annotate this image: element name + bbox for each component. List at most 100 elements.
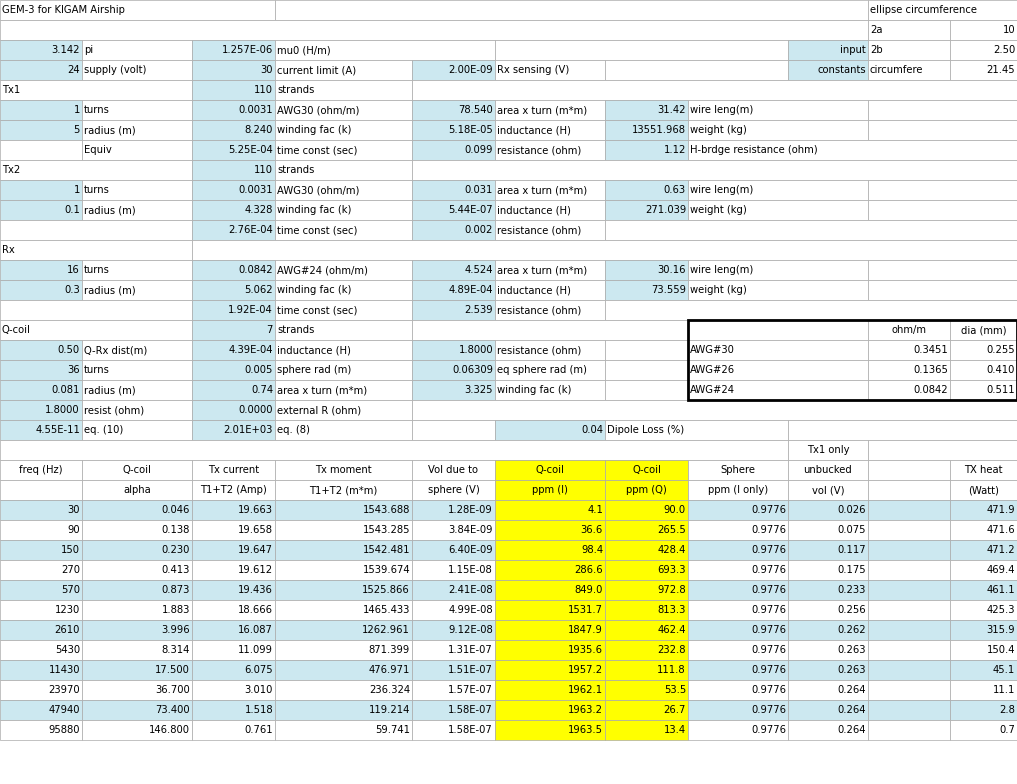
Bar — [192, 520, 275, 540]
Bar — [412, 680, 495, 700]
Bar — [275, 220, 412, 240]
Bar — [605, 140, 687, 160]
Bar — [412, 60, 495, 80]
Bar — [412, 200, 495, 220]
Text: area x turn (m*m): area x turn (m*m) — [497, 105, 587, 115]
Bar — [868, 660, 950, 680]
Text: 0.262: 0.262 — [837, 625, 866, 635]
Text: 3.996: 3.996 — [162, 625, 190, 635]
Text: 1543.285: 1543.285 — [362, 525, 410, 535]
Bar — [0, 400, 82, 420]
Bar — [0, 460, 82, 480]
Bar — [495, 100, 605, 120]
Bar — [412, 260, 495, 280]
Text: 78.540: 78.540 — [459, 105, 493, 115]
Bar — [0, 120, 82, 140]
Text: 4.39E-04: 4.39E-04 — [229, 345, 273, 355]
Bar — [950, 480, 1017, 500]
Bar — [868, 680, 950, 700]
Bar — [950, 520, 1017, 540]
Bar — [605, 200, 687, 220]
Bar — [82, 420, 192, 440]
Text: 5.18E-05: 5.18E-05 — [448, 125, 493, 135]
Bar — [605, 60, 788, 80]
Bar — [868, 280, 1017, 300]
Bar — [868, 700, 950, 720]
Bar — [412, 160, 1017, 180]
Text: external R (ohm): external R (ohm) — [277, 405, 361, 415]
Bar — [495, 580, 605, 600]
Bar — [82, 520, 192, 540]
Text: 1: 1 — [73, 185, 80, 195]
Text: winding fac (k): winding fac (k) — [277, 285, 352, 295]
Bar — [788, 560, 868, 580]
Bar — [687, 580, 788, 600]
Text: AWG#24: AWG#24 — [690, 385, 735, 395]
Text: 0.1365: 0.1365 — [913, 365, 948, 375]
Bar — [412, 300, 495, 320]
Text: 0.9776: 0.9776 — [751, 545, 786, 555]
Text: turns: turns — [84, 265, 110, 275]
Bar — [192, 400, 275, 420]
Bar — [687, 600, 788, 620]
Bar — [605, 220, 1017, 240]
Text: 0.026: 0.026 — [838, 505, 866, 515]
Text: 19.663: 19.663 — [238, 505, 273, 515]
Bar — [0, 540, 82, 560]
Text: pi: pi — [84, 45, 94, 55]
Text: 0.63: 0.63 — [664, 185, 686, 195]
Text: 0.3451: 0.3451 — [913, 345, 948, 355]
Bar — [950, 560, 1017, 580]
Bar — [275, 360, 412, 380]
Text: 150: 150 — [61, 545, 80, 555]
Bar — [82, 180, 192, 200]
Text: 5.25E-04: 5.25E-04 — [228, 145, 273, 155]
Bar — [192, 60, 275, 80]
Bar — [868, 600, 950, 620]
Text: 236.324: 236.324 — [369, 685, 410, 695]
Text: 1.257E-06: 1.257E-06 — [222, 45, 273, 55]
Text: 1.57E-07: 1.57E-07 — [448, 685, 493, 695]
Bar — [412, 620, 495, 640]
Text: Q-coil: Q-coil — [2, 325, 31, 335]
Text: 849.0: 849.0 — [575, 585, 603, 595]
Bar — [788, 540, 868, 560]
Bar — [687, 660, 788, 680]
Bar — [82, 380, 192, 400]
Bar — [868, 720, 950, 740]
Text: 315.9: 315.9 — [986, 625, 1015, 635]
Bar — [0, 420, 82, 440]
Text: eq. (10): eq. (10) — [84, 425, 123, 435]
Text: 1543.688: 1543.688 — [363, 505, 410, 515]
Bar — [687, 700, 788, 720]
Text: current limit (A): current limit (A) — [277, 65, 356, 75]
Text: 469.4: 469.4 — [986, 565, 1015, 575]
Bar — [868, 540, 950, 560]
Bar — [82, 60, 192, 80]
Text: 0.233: 0.233 — [838, 585, 866, 595]
Bar — [0, 640, 82, 660]
Bar — [192, 500, 275, 520]
Text: 1539.674: 1539.674 — [362, 565, 410, 575]
Bar — [82, 700, 192, 720]
Text: 1.883: 1.883 — [162, 605, 190, 615]
Bar — [192, 660, 275, 680]
Text: 471.9: 471.9 — [986, 505, 1015, 515]
Text: 0.9776: 0.9776 — [751, 605, 786, 615]
Text: 1542.481: 1542.481 — [362, 545, 410, 555]
Text: 2.8: 2.8 — [999, 705, 1015, 715]
Bar — [605, 480, 687, 500]
Text: 0.264: 0.264 — [838, 685, 866, 695]
Bar — [605, 380, 687, 400]
Bar — [495, 40, 788, 60]
Text: 73.559: 73.559 — [651, 285, 686, 295]
Bar — [868, 360, 950, 380]
Bar — [192, 40, 275, 60]
Bar — [495, 500, 605, 520]
Text: 0.138: 0.138 — [162, 525, 190, 535]
Text: AWG30 (ohm/m): AWG30 (ohm/m) — [277, 105, 359, 115]
Bar — [605, 560, 687, 580]
Bar — [275, 300, 412, 320]
Bar — [275, 540, 412, 560]
Text: 47940: 47940 — [49, 705, 80, 715]
